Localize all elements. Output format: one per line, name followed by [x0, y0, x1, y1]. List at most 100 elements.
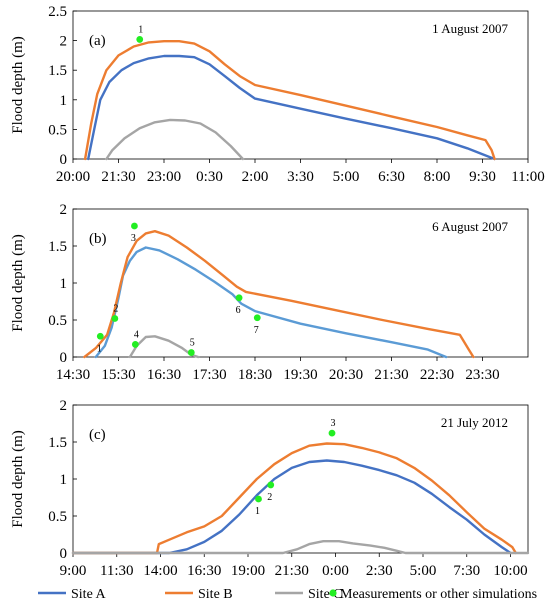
date-label: 6 August 2007 [432, 219, 508, 234]
y-tick-label: 0.5 [48, 509, 67, 525]
measurement-label: 1 [255, 506, 260, 517]
date-label: 1 August 2007 [432, 21, 508, 36]
x-tick-label: 5:00 [333, 169, 360, 185]
x-tick-label: 20:00 [56, 169, 90, 185]
y-axis-label: Flood depth (m) [10, 430, 26, 528]
measurement-point [235, 294, 243, 302]
x-tick-label: 3:30 [287, 169, 314, 185]
panel-label: (a) [89, 33, 106, 49]
x-tick-label: 11:30 [100, 563, 134, 579]
x-tick-label: 16:30 [147, 367, 181, 383]
x-tick-label: 21:30 [374, 367, 408, 383]
x-tick-label: 11:00 [511, 169, 545, 185]
y-tick-label: 2.5 [48, 4, 67, 20]
x-tick-label: 7:30 [453, 563, 480, 579]
x-tick-label: 19:00 [231, 563, 265, 579]
x-tick-label: 21:30 [101, 169, 135, 185]
x-tick-label: 18:30 [238, 367, 272, 383]
y-tick-label: 1.5 [48, 63, 67, 79]
x-tick-label: 15:30 [101, 367, 135, 383]
measurement-point [267, 481, 275, 489]
x-tick-label: 10:00 [493, 563, 527, 579]
series-line-site-c [71, 540, 530, 555]
legend-label: Site A [71, 587, 107, 602]
x-tick-label: 6:30 [378, 169, 405, 185]
x-tick-label: 8:00 [424, 169, 451, 185]
x-tick-label: 2:30 [366, 563, 393, 579]
measurement-point [131, 222, 138, 230]
y-axis-label: Flood depth (m) [10, 234, 26, 332]
x-tick-label: 9:30 [469, 169, 496, 185]
measurement-point [187, 349, 195, 356]
measurement-label: 4 [134, 329, 139, 340]
measurement-label: 2 [267, 492, 272, 503]
y-tick-label: 2 [60, 202, 68, 218]
y-tick-label: 2 [60, 398, 68, 414]
x-tick-label: 14:30 [56, 367, 90, 383]
measurement-label: 6 [236, 305, 241, 316]
series-line-site-b [83, 230, 475, 359]
measurement-point [111, 315, 119, 322]
x-tick-label: 19:30 [283, 367, 317, 383]
measurement-label: 3 [131, 233, 136, 244]
x-tick-label: 5:00 [410, 563, 437, 579]
measurement-label: 1 [138, 24, 143, 35]
measurement-label: 7 [254, 325, 259, 336]
y-axis-label: Flood depth (m) [10, 36, 26, 134]
x-tick-label: 23:00 [147, 169, 181, 185]
y-tick-label: 1 [60, 276, 68, 292]
series-line-site-b [83, 40, 496, 161]
x-tick-label: 0:00 [322, 563, 349, 579]
measurement-label: 1 [97, 343, 102, 354]
panel-label: (c) [89, 427, 106, 443]
y-tick-label: 0.5 [48, 313, 67, 329]
y-tick-label: 0 [60, 350, 68, 366]
series-line-site-a [94, 246, 448, 359]
y-tick-label: 1 [60, 472, 68, 488]
y-tick-label: 0 [60, 546, 68, 562]
x-tick-label: 9:00 [60, 563, 87, 579]
legend-item: Site B [165, 587, 233, 602]
chart-panel-1: 0 0.5 1 1.5 2 2.5 20:00 21:30 23:00 0:30 2:00 3:30 5… [10, 4, 545, 185]
measurement-label: 2 [113, 304, 118, 315]
series-line-site-a [71, 459, 512, 555]
chart-panel-3: 0 0.5 1 1.5 2 9:00 11:30 14:00 16:30 19:00 21:30 0:… [10, 398, 530, 579]
y-tick-label: 0 [60, 152, 68, 168]
x-tick-label: 20:30 [329, 367, 363, 383]
measurement-point [328, 429, 336, 437]
legend-swatch [329, 589, 337, 597]
panel-label: (b) [89, 231, 107, 247]
measurement-point [131, 341, 139, 348]
date-label: 21 July 2012 [441, 415, 508, 430]
y-tick-label: 1.5 [48, 435, 67, 451]
measurement-label: 5 [190, 338, 195, 349]
x-tick-label: 23:30 [465, 367, 499, 383]
legend-label: Measurements or other simulations [340, 587, 537, 602]
y-tick-label: 0.5 [48, 122, 67, 138]
legend-label: Site B [198, 587, 233, 602]
series-line-site-c [128, 335, 200, 359]
chart-panel-2: 0 0.5 1 1.5 2 14:30 15:30 16:30 17:30 18:30 19:30 2… [10, 202, 529, 383]
legend-label: Site C [308, 587, 343, 602]
x-tick-label: 0:30 [196, 169, 223, 185]
x-tick-label: 14:00 [143, 563, 177, 579]
y-tick-label: 1 [60, 93, 68, 109]
measurement-label: 3 [331, 418, 336, 429]
y-tick-label: 1.5 [48, 239, 67, 255]
x-tick-label: 2:00 [242, 169, 269, 185]
measurement-point [253, 314, 261, 322]
legend-item: Measurements or other simulations [329, 587, 537, 602]
series-line-site-b [71, 442, 517, 555]
series-line-site-a [87, 54, 496, 161]
legend-item: Site A [38, 587, 107, 602]
measurement-point [96, 332, 104, 340]
measurement-point [255, 495, 262, 503]
x-tick-label: 22:30 [420, 367, 454, 383]
x-tick-label: 16:30 [187, 563, 221, 579]
y-tick-label: 2 [60, 34, 68, 50]
x-tick-label: 21:30 [275, 563, 309, 579]
measurement-point [136, 36, 144, 43]
series-line-site-c [105, 118, 245, 161]
